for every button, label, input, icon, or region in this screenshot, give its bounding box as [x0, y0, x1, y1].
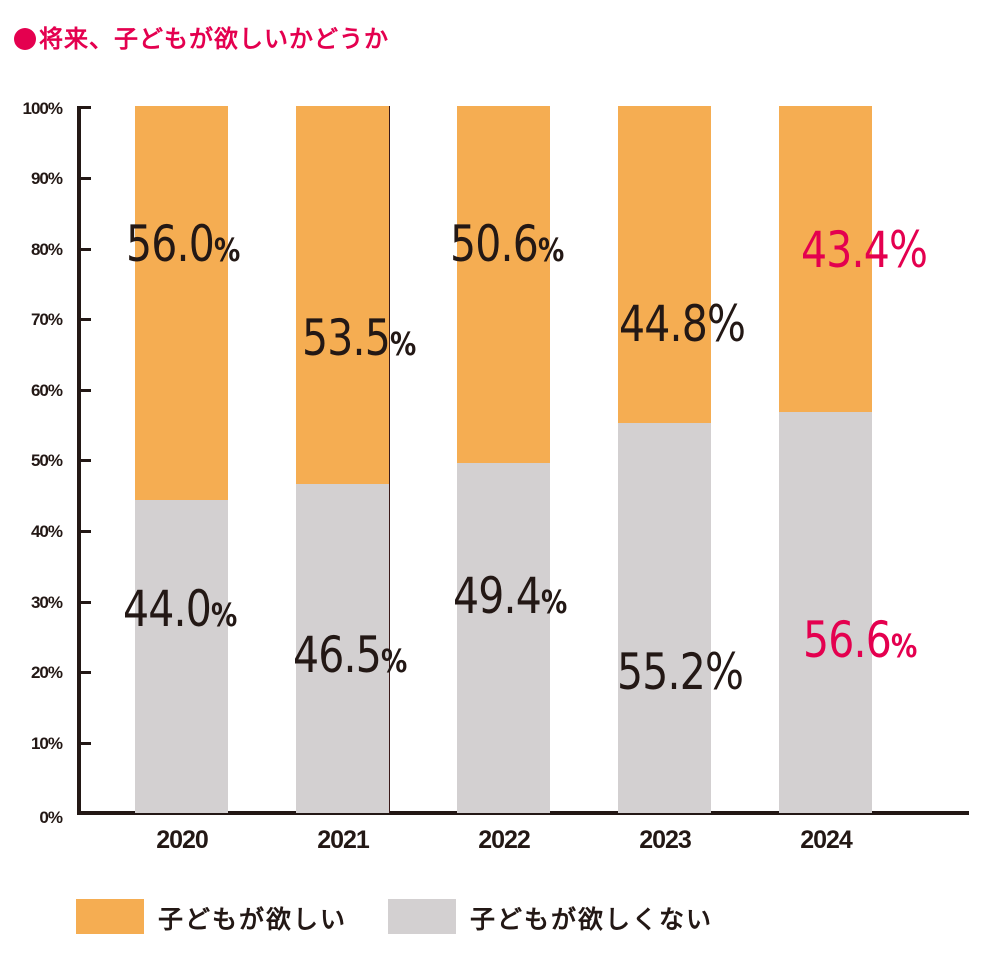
y-tick [79, 459, 91, 462]
value-label-want-2021: 53.5% [302, 309, 416, 367]
segment-not-want [618, 423, 711, 813]
legend-swatch-want [76, 899, 144, 934]
bullet-dot-icon [14, 28, 36, 50]
value-label-want-2020: 56.0% [126, 215, 240, 273]
bar-2021 [296, 106, 390, 813]
segment-want [296, 106, 389, 484]
segment-not-want [135, 500, 228, 813]
x-label-2024: 2024 [800, 826, 853, 854]
segment-want [135, 106, 228, 500]
y-tick [79, 106, 91, 109]
y-tick-label: 0% [39, 808, 63, 827]
value-label-not-want-2022: 49.4% [453, 567, 567, 625]
legend: 子どもが欲しい 子どもが欲しくない [0, 898, 1000, 938]
value-label-want-2022: 50.6% [450, 215, 564, 273]
segment-not-want [457, 463, 550, 813]
y-tick [79, 248, 91, 251]
bar-2020 [135, 106, 228, 813]
y-tick-label: 60% [30, 381, 63, 400]
y-tick [79, 177, 91, 180]
y-tick [79, 389, 91, 392]
y-tick [79, 530, 91, 533]
bar-2024 [779, 106, 872, 813]
legend-label-want: 子どもが欲しい [158, 906, 348, 934]
y-tick-label: 90% [30, 169, 63, 188]
value-label-want-2024: 43.4% [801, 221, 928, 279]
value-label-not-want-2020: 44.0% [123, 580, 237, 638]
x-label-2022: 2022 [478, 826, 531, 854]
x-label-2021: 2021 [317, 826, 370, 854]
segment-want [618, 106, 711, 423]
y-tick-label: 100% [22, 99, 63, 118]
bar-2022 [457, 106, 550, 813]
chart-title-text: 将来、子どもが欲しいかどうか [39, 26, 389, 53]
x-label-2023: 2023 [639, 826, 692, 854]
bar-2023 [618, 106, 711, 813]
value-label-not-want-2021: 46.5% [293, 626, 407, 684]
value-label-not-want-2024: 56.6% [803, 611, 917, 669]
y-tick [79, 671, 91, 674]
y-tick [79, 742, 91, 745]
segment-not-want [296, 484, 389, 813]
legend-label-not-want: 子どもが欲しくない [470, 906, 714, 934]
x-axis-line [77, 811, 969, 815]
segment-not-want [779, 412, 872, 813]
x-label-2020: 2020 [156, 826, 209, 854]
value-label-not-want-2023: 55.2% [617, 643, 744, 701]
y-tick-label: 50% [30, 451, 63, 470]
y-tick-label: 10% [30, 734, 63, 753]
segment-want [779, 106, 872, 412]
legend-swatch-not-want [388, 899, 456, 934]
y-tick [79, 318, 91, 321]
y-tick-label: 80% [30, 240, 63, 259]
y-tick-label: 20% [30, 663, 63, 682]
y-tick-label: 30% [30, 593, 63, 612]
value-label-want-2023: 44.8% [619, 295, 746, 353]
y-tick-label: 40% [30, 522, 63, 541]
segment-want [457, 106, 550, 463]
y-tick [79, 601, 91, 604]
y-tick-label: 70% [30, 310, 63, 329]
chart-title: 将来、子どもが欲しいかどうか [14, 19, 389, 54]
